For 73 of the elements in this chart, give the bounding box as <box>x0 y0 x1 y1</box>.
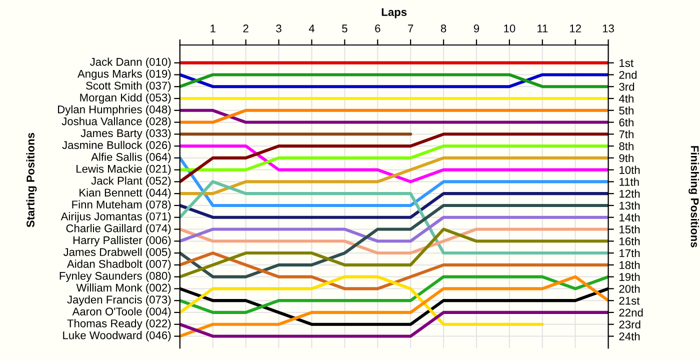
line-series <box>180 204 608 278</box>
text: Starting Positions <box>26 132 37 228</box>
x-tick-label: 11 <box>537 24 548 32</box>
category-label: Luke Woodward (046) <box>63 331 171 342</box>
x-tick-label: 2 <box>243 24 248 32</box>
category-label: Morgan Kidd (053) <box>80 93 171 104</box>
category-label: Charlie Gaillard (074) <box>66 224 171 234</box>
category-label: Kian Bennett (044) <box>80 188 171 199</box>
x-tick-label: 5 <box>342 24 348 32</box>
line-series <box>180 275 544 326</box>
category-label: Thomas Ready (022) <box>67 319 171 330</box>
y-tick-label: 5th <box>619 106 634 115</box>
category-label: Jack Dann (010) <box>90 58 171 68</box>
x-tick-label: 4 <box>308 24 314 32</box>
x-tick-label: 6 <box>375 24 380 32</box>
y-tick-label: 6th <box>619 118 634 126</box>
y-tick-label: 13th <box>620 201 640 210</box>
y-tick-label: 23rd <box>619 320 640 328</box>
line-series <box>180 180 608 255</box>
y-tick-label: 18th <box>620 260 640 270</box>
y-tick-label: 14th <box>620 213 640 222</box>
category-label: Dylan Humphries (048) <box>58 105 171 116</box>
category-label: Jack Plant (052) <box>91 176 171 187</box>
x-tick-label: 13 <box>602 24 614 32</box>
category-label: Aaron O'Toole (004) <box>72 307 171 318</box>
x-tick-label: 10 <box>504 24 516 32</box>
y-tick-label: 24th <box>619 332 640 340</box>
y-axis-title: Finishing Positions <box>688 146 699 248</box>
line-series <box>180 156 608 196</box>
category-label: Jasmine Bullock (026) <box>62 140 171 152</box>
y-tick-label: 16th <box>620 237 640 246</box>
category-label: James Drabwell (005) <box>63 248 171 258</box>
x-tick-label: 7 <box>408 24 414 32</box>
y-tick-label: 9th <box>619 154 634 162</box>
y-tick-label: 11th <box>620 178 639 186</box>
x-tick-label: 8 <box>440 24 446 32</box>
category-label: Harry Pallister (006) <box>73 236 171 246</box>
category-label: James Barty (033) <box>80 128 171 140</box>
y-tick-label: 2nd <box>619 70 637 79</box>
y-tick-label: 15th <box>620 225 640 234</box>
category-label: Alfie Sallis (064) <box>91 152 171 164</box>
line-series <box>180 275 608 314</box>
y-tick-label: 3rd <box>619 82 634 91</box>
category-label: Angus Marks (019) <box>77 70 171 80</box>
y-tick-label: 10th <box>620 166 640 174</box>
category-label: Aidan Shadbolt (007) <box>66 260 171 270</box>
category-label: Finn Muteham (078) <box>72 200 171 211</box>
category-label: Scott Smith (037) <box>86 81 171 92</box>
y-tick-label: 20th <box>619 284 640 293</box>
y-tick-label: 8th <box>619 142 634 150</box>
x-axis-title: Laps <box>382 8 407 18</box>
y-tick-label: 4th <box>618 94 634 103</box>
y-tick-label: 12th <box>620 190 640 198</box>
line-series <box>180 132 608 184</box>
category-label: Lewis Mackie (021) <box>76 164 171 175</box>
category-label: Joshua Vallance (028) <box>62 117 171 128</box>
x-tick-label: 3 <box>276 24 282 32</box>
line-series <box>180 228 608 278</box>
x-tick-label: 12 <box>570 24 581 32</box>
y-tick-label: 22nd <box>619 308 643 317</box>
category-label: William Monk (002) <box>76 284 171 294</box>
x-tick-label: 1 <box>210 24 216 32</box>
y-tick-label: 1st <box>620 59 634 67</box>
y-tick-label: 21st <box>619 296 640 305</box>
y-tick-label: 17th <box>620 248 640 258</box>
category-label: Fynley Saunders (080) <box>60 272 171 282</box>
category-label: Airijus Jomantas (071) <box>60 212 171 223</box>
line-series <box>180 251 608 290</box>
y-tick-label: 19th <box>620 272 640 281</box>
line-series <box>180 275 608 338</box>
x-tick-label: 9 <box>474 24 480 32</box>
y-tick-label: 7th <box>619 130 634 138</box>
category-label: Jayden Francis (073) <box>67 295 171 306</box>
